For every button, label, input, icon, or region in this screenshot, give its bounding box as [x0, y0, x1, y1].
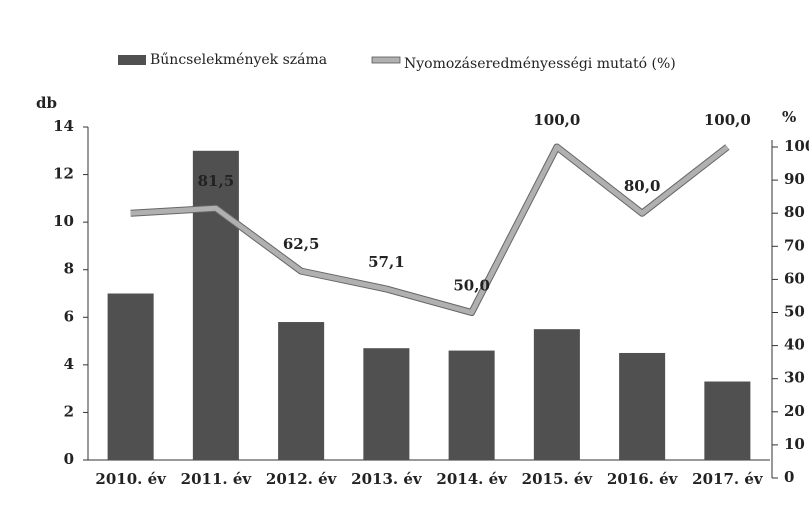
bar [448, 350, 495, 460]
data-label: 57,1 [368, 253, 405, 271]
y-tick-label: 12 [53, 165, 74, 183]
y2-tick-label: 90 [784, 170, 805, 188]
bar [704, 381, 751, 460]
line [130, 144, 729, 315]
x-tick-label: 2010. év [95, 470, 167, 488]
y2-tick-label: 50 [784, 303, 805, 321]
x-tick-label: 2017. év [692, 470, 764, 488]
y-tick-label: 8 [64, 260, 74, 278]
x-tick-label: 2015. év [522, 470, 594, 488]
data-label: 62,5 [283, 235, 320, 253]
y-tick-label: 6 [64, 307, 74, 325]
x-tick-label: 2011. év [181, 470, 253, 488]
legend-label: Nyomozáseredményességi mutató (%) [404, 56, 676, 72]
y2-tick-label: 80 [784, 203, 805, 221]
bar [533, 329, 580, 460]
bar [192, 150, 239, 461]
x-tick-label: 2016. év [607, 470, 679, 488]
data-label: 100,0 [704, 111, 751, 129]
data-label: 80,0 [624, 177, 661, 195]
y-axis-label: db [36, 94, 57, 112]
bar [619, 352, 666, 460]
bar [107, 293, 154, 460]
y-tick-label: 4 [64, 355, 74, 373]
x-tick-label: 2013. év [351, 470, 423, 488]
y-tick-label: 2 [64, 402, 74, 420]
bar [363, 348, 410, 460]
x-tick-label: 2014. év [436, 470, 508, 488]
data-label: 50,0 [453, 277, 490, 295]
y2-tick-label: 30 [784, 369, 805, 387]
bar [278, 322, 325, 460]
y2-tick-label: 100 [784, 137, 809, 155]
legend: Bűncselekmények száma Nyomozáseredményes… [118, 52, 676, 72]
legend-swatch [118, 55, 146, 65]
x-tick-label: 2012. év [266, 470, 338, 488]
y2-tick-label: 20 [784, 402, 805, 420]
legend-label: Bűncselekmények száma [150, 52, 327, 68]
y2-axis-label: % [782, 108, 796, 126]
y-tick-label: 14 [53, 117, 74, 135]
y-tick-label: 10 [53, 212, 74, 230]
data-label: 81,5 [198, 172, 235, 190]
legend-swatch [371, 56, 401, 64]
data-label: 100,0 [533, 111, 580, 129]
y-tick-label: 0 [64, 450, 74, 468]
y2-tick-label: 0 [784, 468, 794, 486]
y2-tick-label: 40 [784, 336, 805, 354]
y2-tick-label: 60 [784, 269, 805, 287]
y2-tick-label: 70 [784, 236, 805, 254]
y2-tick-label: 10 [784, 435, 805, 453]
